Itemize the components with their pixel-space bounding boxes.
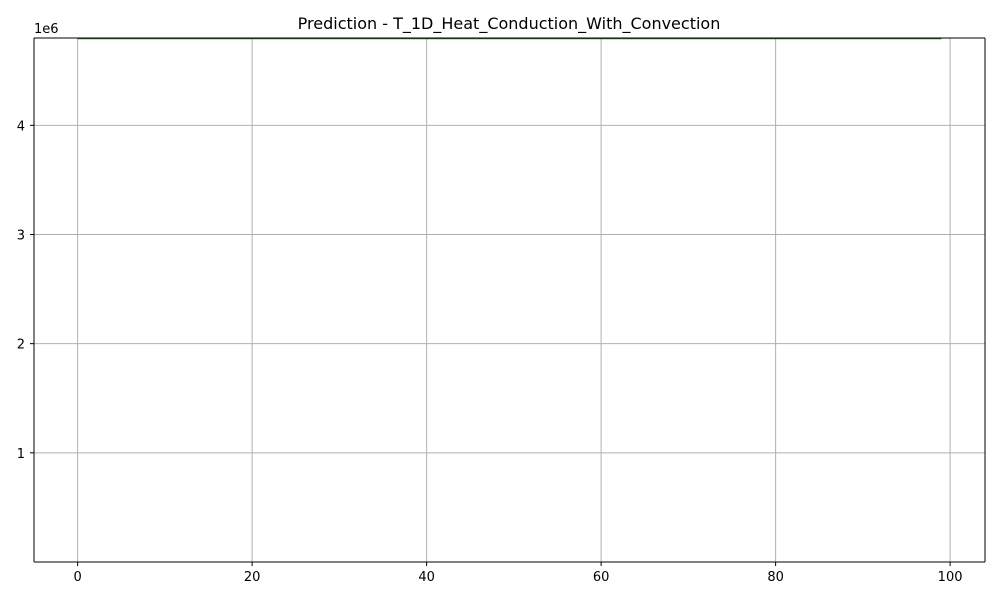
x-tick-label: 80	[767, 570, 784, 585]
x-tick-label: 100	[938, 570, 963, 585]
x-tick-label: 40	[418, 570, 435, 585]
y-tick-label: 4	[17, 119, 25, 134]
x-tick-label: 0	[73, 570, 81, 585]
y-offset-label: 1e6	[34, 22, 59, 37]
x-tick-label: 60	[593, 570, 610, 585]
grid-lines	[34, 38, 985, 562]
tick-labels: 0 20 40 60 80 100 1 2 3 4	[17, 119, 963, 585]
y-tick-label: 3	[17, 229, 25, 244]
tick-marks	[30, 124, 951, 566]
chart-title: Prediction - T_1D_Heat_Conduction_With_C…	[298, 14, 721, 34]
y-tick-label: 1	[17, 447, 25, 462]
x-tick-label: 20	[244, 570, 261, 585]
y-tick-label: 2	[17, 338, 25, 353]
